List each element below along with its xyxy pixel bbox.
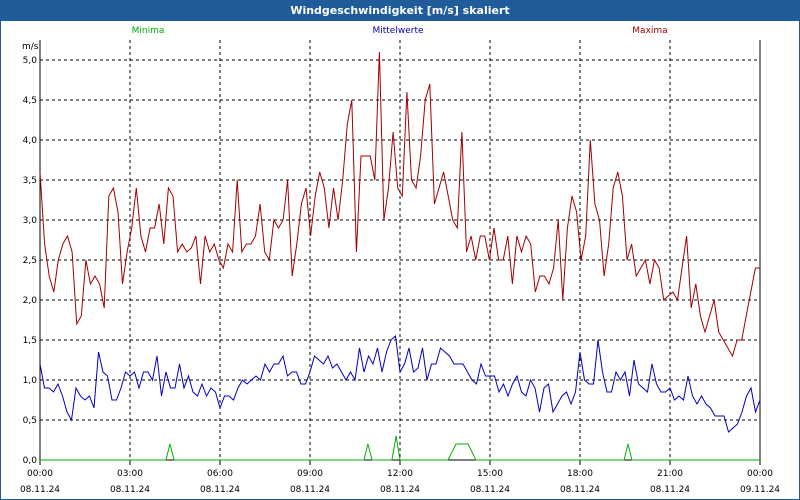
y-tick-label: 1,5 bbox=[23, 336, 37, 346]
x-tick-time: 09:00 bbox=[297, 469, 323, 479]
x-tick-date: 08.11.24 bbox=[110, 485, 150, 495]
y-tick-label: 4,5 bbox=[23, 96, 37, 106]
x-tick-date: 08.11.24 bbox=[20, 485, 60, 495]
x-tick-date: 08.11.24 bbox=[290, 485, 330, 495]
y-axis-label: m/s bbox=[22, 42, 39, 52]
y-tick-label: 0,5 bbox=[23, 416, 37, 426]
series-line-maxima bbox=[39, 51, 760, 358]
x-tick-time: 06:00 bbox=[207, 469, 233, 479]
x-tick-date: 08.11.24 bbox=[200, 485, 240, 495]
x-tick-date: 09.11.24 bbox=[740, 485, 780, 495]
series-line-mittelwerte bbox=[39, 334, 761, 433]
y-tick-label: 1,0 bbox=[23, 376, 38, 386]
x-tick-time: 15:00 bbox=[477, 469, 503, 479]
y-tick-labels: 0,0 0,5 1,0 1,5 2,0 2,5 3,0 3,5 4,0 4,5 5,0 bbox=[23, 56, 38, 466]
x-tick-date: 08.11.24 bbox=[560, 485, 600, 495]
y-tick-label: 2,5 bbox=[23, 256, 37, 266]
x-tick-time: 00:00 bbox=[27, 469, 53, 479]
y-tick-label: 4,0 bbox=[23, 136, 38, 146]
x-tick-time: 21:00 bbox=[657, 469, 683, 479]
x-tick-time: 18:00 bbox=[567, 469, 593, 479]
legend-entry-mittelwerte: Mittelwerte bbox=[372, 26, 423, 36]
legend-entry-minima: Minima bbox=[132, 26, 165, 36]
x-tick-time: 00:00 bbox=[747, 469, 773, 479]
y-tick-label: 0,0 bbox=[23, 456, 38, 466]
legend-entry-maxima: Maxima bbox=[632, 26, 667, 36]
x-tick-labels: 00:00 08.11.24 03:00 08.11.24 06:00 08.11.24 0… bbox=[20, 469, 780, 495]
chart-title: Windgeschwindigkeit [m/s] skaliert bbox=[1, 1, 799, 21]
series-group bbox=[39, 51, 761, 461]
x-tick-time: 03:00 bbox=[117, 469, 143, 479]
y-tick-label: 2,0 bbox=[23, 296, 38, 306]
x-tick-date: 08.11.24 bbox=[650, 485, 690, 495]
series-line-minima bbox=[40, 435, 760, 461]
y-tick-label: 3,5 bbox=[23, 176, 37, 186]
x-tick-date: 08.11.24 bbox=[470, 485, 510, 495]
x-tick-date: 08.11.24 bbox=[380, 485, 420, 495]
x-tick-time: 12:00 bbox=[387, 469, 413, 479]
chart-grid bbox=[40, 40, 760, 461]
y-tick-label: 3,0 bbox=[23, 216, 38, 226]
legend: Minima Mittelwerte Maxima bbox=[132, 26, 668, 36]
y-tick-label: 5,0 bbox=[23, 56, 38, 66]
